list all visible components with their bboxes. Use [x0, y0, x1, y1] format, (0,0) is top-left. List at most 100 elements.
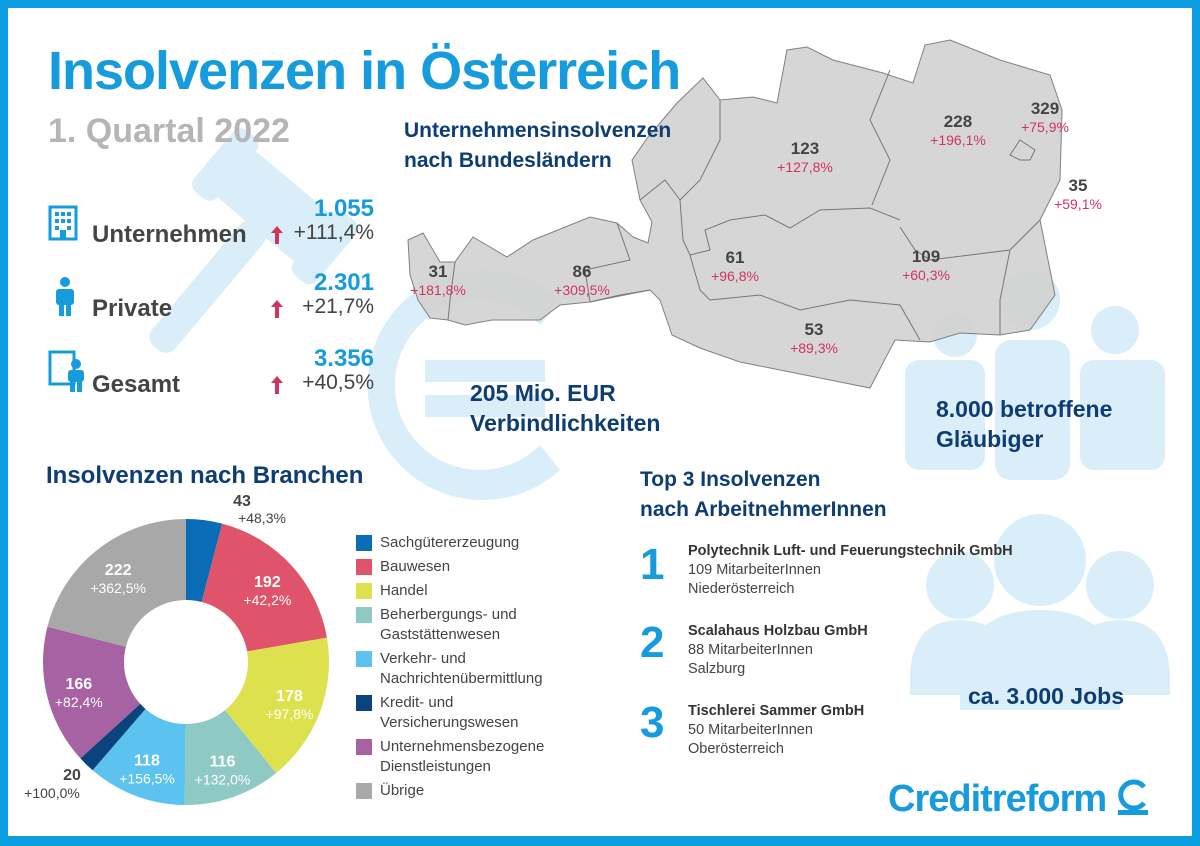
chart-legend: Sachgütererzeugung Bauwesen Handel Beherber…: [356, 533, 544, 805]
person-icon: [54, 277, 76, 322]
creditreform-c-icon: [1117, 779, 1148, 815]
stat-label-private: Private: [92, 295, 173, 322]
donut-slice-4: [92, 708, 186, 805]
legend-label: Sachgütererzeugung: [380, 534, 520, 551]
donut-slice-1: [201, 523, 327, 652]
rank-3: 3: [640, 698, 665, 747]
donut-slice-7: [47, 519, 186, 647]
legend-label: Übrige: [380, 782, 425, 799]
rank-2: 2: [640, 618, 665, 667]
stat-label-gesamt: Gesamt: [92, 371, 181, 398]
donut-slice-0: [186, 519, 223, 603]
legend-swatch: [356, 559, 372, 575]
data-label-value: 178: [276, 688, 303, 705]
legend-label: Bauwesen: [380, 558, 451, 575]
list-item: Scalahaus Holzbau GmbH 88 MitarbeiterInne…: [688, 623, 868, 677]
donut-slice-3: [184, 710, 277, 805]
stat-label-unternehmen: Unternehmen: [92, 221, 247, 248]
legend-label: Verkehr- und Nachrichtenübermittlung: [380, 650, 543, 687]
arrow-up-icon: [271, 376, 283, 394]
stat-value-gesamt: 3.356: [313, 345, 374, 372]
donut-slice-5: [80, 703, 146, 771]
liabilities-text: 205 Mio. EUR Verbindlichkeiten: [470, 380, 661, 436]
data-label-change: +100,0%: [24, 785, 80, 801]
state-borders: [447, 69, 1041, 341]
arrow-up-icon: [271, 226, 283, 244]
stat-change-private: +21,7%: [302, 295, 374, 318]
data-label-change: +42,2%: [243, 592, 291, 608]
region-label-vorarlberg: 31 +181,8%: [410, 262, 466, 298]
page-title: Insolvenzen in Österreich: [48, 41, 681, 101]
list-item: Polytechnik Luft- und Feuerungstechnik G…: [688, 543, 1013, 597]
legend-label: Handel: [380, 582, 428, 599]
chart-title: Insolvenzen nach Branchen: [46, 462, 364, 489]
map-title-line1: Unternehmensinsolvenzen: [404, 119, 672, 142]
data-label-change: +97,8%: [266, 706, 314, 722]
arrow-up-icon: [271, 300, 283, 318]
data-label-value: 118: [134, 752, 160, 769]
data-label-value: 116: [210, 753, 236, 770]
euro-icon: [367, 269, 560, 500]
donut-slice-6: [42, 626, 141, 759]
data-label-change: +132,0%: [195, 771, 251, 787]
office-building-icon: [48, 205, 78, 246]
data-label-value: 166: [65, 676, 92, 693]
region-label-niederoesterreich: 228 +196,1%: [930, 112, 986, 148]
top3-title: Top 3 Insolvenzen nach ArbeitnehmerInnen: [640, 468, 887, 521]
region-label-burgenland: 35 +59,1%: [1054, 176, 1102, 212]
data-label-change: +48,3%: [238, 510, 286, 526]
data-label-change: +156,5%: [119, 770, 175, 786]
legend-item: Sachgütererzeugung: [356, 533, 544, 553]
legend-item: Kredit- und Versicherungswesen: [356, 693, 544, 733]
legend-item: Unternehmensbezogene Dienstleistungen: [356, 737, 544, 777]
building-and-person-icon: [48, 350, 88, 397]
region-label-wien: 329 +75,9%: [1021, 99, 1069, 135]
legend-item: Beherbergungs- und Gaststättenwesen: [356, 605, 544, 645]
data-label-change: +82,4%: [55, 694, 103, 710]
data-label-value: 192: [254, 574, 281, 591]
donut-chart: 43+48,3%192+42,2%178+97,8%116+132,0%118+…: [24, 493, 329, 805]
legend-swatch: [356, 535, 372, 551]
region-label-oberoesterreich: 123 +127,8%: [777, 139, 833, 175]
donut-slice-2: [225, 637, 329, 774]
legend-item: Übrige: [356, 781, 544, 801]
data-label-value: 43: [233, 493, 251, 510]
stat-value-private: 2.301: [313, 269, 374, 296]
region-label-kaernten: 53 +89,3%: [790, 320, 838, 356]
region-label-salzburg: 61 +96,8%: [711, 248, 759, 284]
jobs-text: ca. 3.000 Jobs: [968, 683, 1124, 709]
group-icon: [910, 514, 1170, 710]
legend-swatch: [356, 695, 372, 711]
stat-change-gesamt: +40,5%: [302, 371, 374, 394]
data-label-value: 222: [105, 562, 132, 579]
legend-label: Beherbergungs- und Gaststättenwesen: [380, 606, 517, 643]
map-title-line2: nach Bundesländern: [404, 149, 612, 172]
map-title: Unternehmensinsolvenzen nach Bundeslände…: [404, 116, 671, 176]
data-label-value: 20: [63, 767, 81, 784]
list-item: Tischlerei Sammer GmbH 50 MitarbeiterInne…: [688, 703, 865, 757]
top3-list: 1 Polytechnik Luft- und Feuerungstechnik…: [640, 540, 1060, 770]
stat-change-unternehmen: +111,4%: [293, 221, 374, 244]
page-subtitle: 1. Quartal 2022: [48, 112, 290, 150]
creditreform-logo: Creditreform: [888, 778, 1150, 821]
legend-item: Verkehr- und Nachrichtenübermittlung: [356, 649, 544, 689]
region-label-steiermark: 109 +60,3%: [902, 247, 950, 283]
data-label-change: +362,5%: [90, 580, 146, 596]
legend-swatch: [356, 651, 372, 667]
legend-swatch: [356, 607, 372, 623]
rank-1: 1: [640, 540, 665, 589]
legend-label: Unternehmensbezogene Dienstleistungen: [380, 738, 545, 775]
creditors-text: 8.000 betroffene Gläubiger: [936, 396, 1113, 452]
legend-swatch: [356, 739, 372, 755]
legend-item: Bauwesen: [356, 557, 544, 577]
gavel-icon: [149, 128, 358, 353]
austria-outline: [407, 39, 1063, 389]
legend-swatch: [356, 783, 372, 799]
legend-label: Kredit- und Versicherungswesen: [380, 694, 519, 731]
legend-item: Handel: [356, 581, 544, 601]
stat-value-unternehmen: 1.055: [313, 195, 374, 222]
region-label-tirol: 86 +309,5%: [554, 262, 610, 298]
legend-swatch: [356, 583, 372, 599]
